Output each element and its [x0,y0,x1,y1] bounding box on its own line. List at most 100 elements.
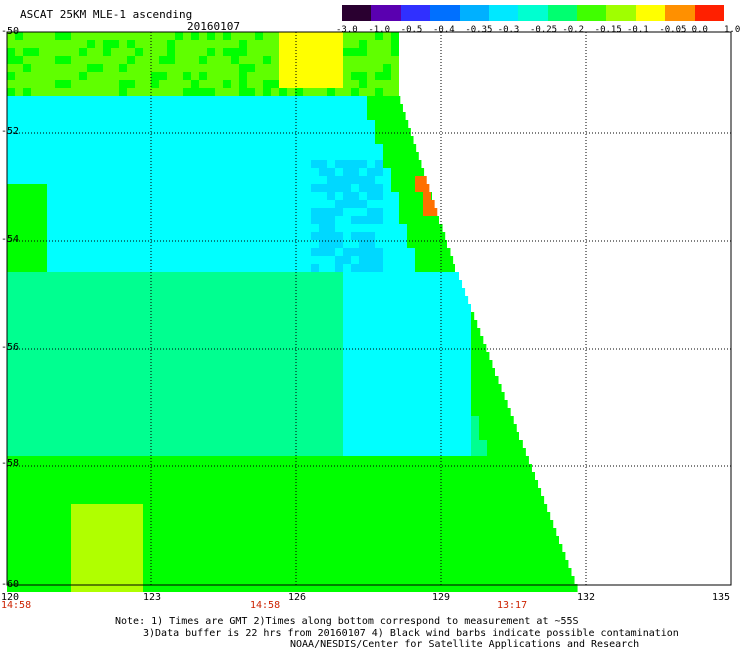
wind-cell [111,584,119,592]
wind-cell [79,312,87,320]
wind-cell [63,552,71,560]
wind-cell [415,544,423,552]
wind-cell [487,488,495,496]
wind-cell [111,272,119,280]
wind-cell [7,400,15,408]
wind-cell [255,296,263,304]
wind-cell [335,568,343,576]
wind-cell [119,520,127,528]
wind-cell [71,352,79,360]
wind-cell [71,208,79,216]
wind-cell [191,472,199,480]
wind-cell [183,216,191,224]
wind-cell [415,552,423,560]
wind-cell [415,392,423,400]
wind-cell [95,544,103,552]
wind-cell [255,304,263,312]
wind-cell [47,112,55,120]
wind-cell [303,248,311,256]
wind-cell [279,160,287,168]
wind-cell [127,424,135,432]
wind-cell [343,88,351,96]
wind-cell [295,168,303,176]
wind-cell [255,576,263,584]
wind-cell [63,432,71,440]
wind-cell [39,488,47,496]
wind-cell [207,304,215,312]
wind-cell [207,240,215,248]
wind-cell [463,528,471,536]
wind-cell [247,384,255,392]
wind-cell [39,216,47,224]
wind-cell [207,392,215,400]
wind-cell [375,376,383,384]
wind-cell [71,504,79,512]
wind-cell [431,256,439,264]
wind-cell [319,120,327,128]
wind-cell [239,240,247,248]
wind-cell [31,328,39,336]
wind-cell [271,384,279,392]
wind-cell [175,296,183,304]
wind-cell [95,320,103,328]
wind-cell [23,488,31,496]
wind-cell [375,520,383,528]
wind-cell [455,360,463,368]
wind-cell [255,120,263,128]
wind-cell [319,552,327,560]
wind-cell [151,416,159,424]
wind-cell [47,496,55,504]
wind-cell [23,304,31,312]
wind-cell [479,488,487,496]
wind-cell [215,80,223,88]
wind-cell [255,216,263,224]
wind-cell [383,304,391,312]
wind-cell [255,160,263,168]
wind-cell [111,48,119,56]
wind-cell [103,352,111,360]
wind-cell [199,544,207,552]
wind-cell [383,408,391,416]
wind-cell [79,256,87,264]
wind-cell [87,376,95,384]
wind-cell [311,512,319,520]
wind-cell [455,552,463,560]
wind-cell [439,240,447,248]
wind-cell [79,64,87,72]
wind-cell [383,80,391,88]
wind-cell [159,192,167,200]
wind-cell [239,552,247,560]
wind-cell [231,328,239,336]
wind-cell [143,584,151,592]
wind-cell [71,288,79,296]
wind-cell [111,120,119,128]
wind-cell [239,472,247,480]
wind-cell [15,464,23,472]
wind-cell [407,520,415,528]
wind-cell [175,72,183,80]
wind-cell [79,200,87,208]
wind-cell [127,192,135,200]
wind-cell [327,456,335,464]
wind-cell [175,208,183,216]
wind-cell [279,208,287,216]
wind-cell [119,424,127,432]
wind-cell [431,384,439,392]
wind-cell [23,408,31,416]
wind-cell [55,544,63,552]
wind-cell [247,568,255,576]
wind-cell [199,136,207,144]
wind-cell [431,480,439,488]
wind-cell [127,464,135,472]
wind-cell [303,440,311,448]
wind-cell [191,360,199,368]
wind-cell [239,80,247,88]
wind-cell [391,568,399,576]
wind-cell [199,296,207,304]
wind-cell [223,344,231,352]
wind-cell [103,120,111,128]
wind-cell [343,40,351,48]
wind-cell [543,520,551,528]
wind-cell [367,472,375,480]
wind-cell [447,352,455,360]
